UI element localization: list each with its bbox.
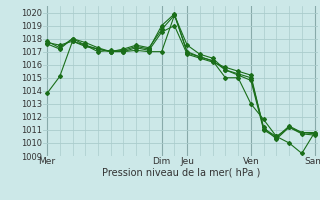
X-axis label: Pression niveau de la mer( hPa ): Pression niveau de la mer( hPa ) bbox=[102, 168, 260, 178]
